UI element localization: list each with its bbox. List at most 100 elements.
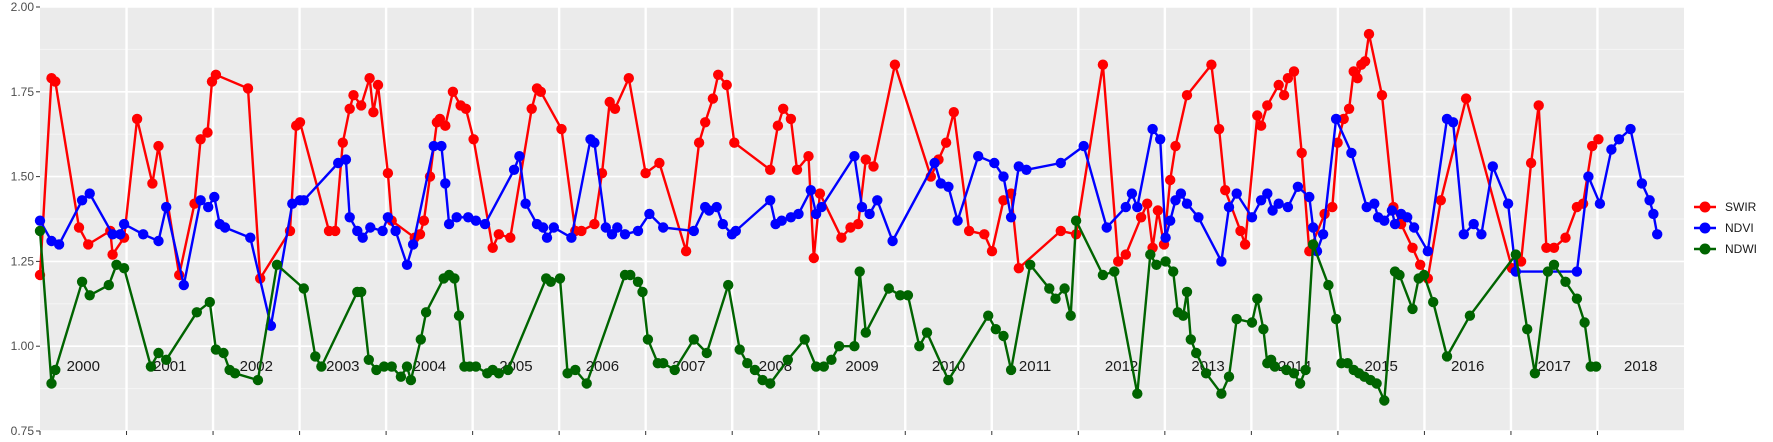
data-point — [570, 364, 581, 376]
data-point — [1408, 222, 1420, 233]
data-point — [637, 286, 648, 298]
data-point — [1021, 164, 1032, 175]
data-point — [640, 168, 651, 179]
data-point — [356, 100, 367, 111]
data-point — [765, 164, 776, 175]
year-label: 2009 — [845, 358, 878, 375]
data-point — [1145, 249, 1156, 260]
data-point — [210, 69, 222, 81]
data-point — [1181, 90, 1193, 101]
data-point — [344, 103, 355, 115]
data-point — [713, 69, 724, 81]
data-point — [998, 330, 1009, 342]
data-point — [84, 188, 95, 199]
year-label: 2015 — [1364, 358, 1397, 375]
data-point — [460, 103, 472, 115]
data-point — [1510, 249, 1522, 260]
data-point — [600, 222, 611, 233]
data-point — [864, 208, 875, 220]
data-point — [782, 354, 793, 365]
data-point — [1606, 144, 1617, 155]
data-point — [1529, 368, 1541, 379]
data-point — [1571, 266, 1583, 277]
data-point — [84, 290, 95, 301]
data-point — [245, 232, 256, 243]
data-point — [502, 364, 514, 376]
data-point — [440, 178, 451, 189]
data-point — [401, 361, 413, 372]
data-point — [1213, 123, 1225, 135]
data-point — [853, 218, 864, 230]
y-tick-label: 1.75 — [11, 85, 35, 99]
data-point — [161, 354, 172, 365]
data-point — [1338, 113, 1349, 125]
data-point — [520, 198, 531, 209]
data-point — [1418, 269, 1430, 281]
series-layer — [34, 28, 1663, 406]
data-point — [1178, 310, 1189, 321]
data-point — [1262, 188, 1273, 199]
data-point — [1059, 283, 1070, 294]
data-point — [1464, 310, 1476, 321]
data-point — [983, 310, 994, 321]
y-tick-label: 1.00 — [11, 339, 35, 353]
data-point — [1422, 246, 1434, 257]
data-point — [440, 120, 451, 131]
data-point — [805, 185, 816, 196]
year-label: 2018 — [1624, 358, 1657, 375]
data-point — [1200, 368, 1212, 379]
data-point — [153, 235, 164, 247]
data-point — [1005, 212, 1017, 223]
legend-label: NDVI — [1725, 221, 1754, 235]
data-point — [447, 86, 459, 98]
data-point — [1168, 266, 1179, 277]
data-point — [414, 229, 426, 240]
data-point — [973, 151, 984, 162]
data-point — [1300, 364, 1311, 376]
data-point — [514, 151, 525, 162]
data-point — [53, 239, 65, 250]
data-point — [1435, 195, 1447, 206]
data-point — [34, 215, 46, 226]
data-point — [734, 344, 745, 355]
data-point — [357, 232, 368, 243]
year-label: 2000 — [67, 358, 100, 375]
data-point — [1648, 208, 1659, 220]
data-point — [1181, 198, 1193, 209]
data-point — [1652, 229, 1663, 240]
data-point — [1288, 66, 1300, 77]
data-point — [1097, 59, 1109, 70]
data-point — [556, 123, 567, 135]
data-point — [730, 225, 741, 237]
data-point — [1304, 191, 1315, 203]
data-point — [998, 195, 1009, 206]
data-point — [1191, 347, 1202, 359]
data-point — [368, 107, 379, 118]
data-point — [836, 232, 847, 243]
data-point — [1583, 171, 1594, 182]
data-point — [940, 137, 952, 148]
data-point — [378, 361, 390, 372]
data-point — [298, 283, 309, 294]
data-point — [943, 374, 954, 386]
data-point — [1371, 378, 1382, 389]
year-label: 2017 — [1538, 358, 1571, 375]
data-point — [1548, 242, 1560, 253]
data-point — [415, 334, 426, 345]
data-point — [1342, 358, 1353, 369]
data-point — [535, 86, 546, 98]
data-point — [138, 229, 149, 240]
data-point — [1282, 73, 1294, 84]
data-point — [589, 218, 600, 230]
data-point — [73, 222, 85, 233]
data-point — [872, 195, 883, 206]
data-point — [395, 371, 407, 382]
data-point — [178, 279, 189, 291]
data-point — [76, 195, 88, 206]
y-axis: 0.75 1.00 1.25 1.50 1.75 2.00 — [11, 0, 40, 438]
data-point — [1415, 259, 1426, 270]
data-point — [1181, 286, 1193, 298]
data-point — [418, 215, 430, 226]
data-point — [1231, 313, 1242, 325]
